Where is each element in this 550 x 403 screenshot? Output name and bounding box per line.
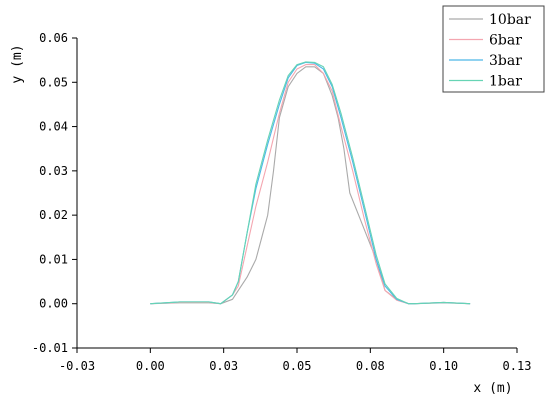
series-line-1bar bbox=[150, 61, 471, 305]
x-tick-label: 0.00 bbox=[136, 359, 165, 373]
series-line-3bar bbox=[150, 61, 471, 305]
x-tick-label: 0.13 bbox=[503, 359, 532, 373]
legend: 10bar 6bar 3bar 1bar bbox=[442, 5, 545, 93]
y-tick-label: 0.04 bbox=[39, 120, 68, 134]
legend-box bbox=[442, 5, 545, 93]
series-line-10bar bbox=[150, 66, 471, 305]
plot-lines bbox=[150, 61, 471, 305]
legend-label-10bar: 10bar bbox=[489, 12, 531, 28]
y-tick-label: 0.06 bbox=[39, 31, 68, 45]
y-tick-label: -0.01 bbox=[32, 341, 68, 355]
x-tick-label: 0.08 bbox=[356, 359, 385, 373]
axes: -0.01 0.00 0.01 0.02 0.03 0.04 0.05 0.06 -0.03 0.… bbox=[10, 31, 531, 396]
legend-label-3bar: 3bar bbox=[489, 53, 522, 69]
legend-label-1bar: 1bar bbox=[489, 74, 522, 90]
x-tick-label: 0.05 bbox=[283, 359, 312, 373]
x-tick-label: 0.10 bbox=[429, 359, 458, 373]
legend-label-6bar: 6bar bbox=[489, 33, 522, 49]
y-tick-label: 0.02 bbox=[39, 208, 68, 222]
y-tick-label: 0.05 bbox=[39, 75, 68, 89]
x-axis-label: x (m) bbox=[473, 381, 512, 396]
y-tick-label: 0.01 bbox=[39, 252, 68, 266]
y-tick-label: 0.00 bbox=[39, 297, 68, 311]
y-tick-label: 0.03 bbox=[39, 164, 68, 178]
x-tick-label: -0.03 bbox=[59, 359, 95, 373]
x-tick-label: 0.03 bbox=[209, 359, 238, 373]
y-axis-label: y (m) bbox=[10, 44, 25, 83]
series-line-6bar bbox=[150, 64, 471, 305]
